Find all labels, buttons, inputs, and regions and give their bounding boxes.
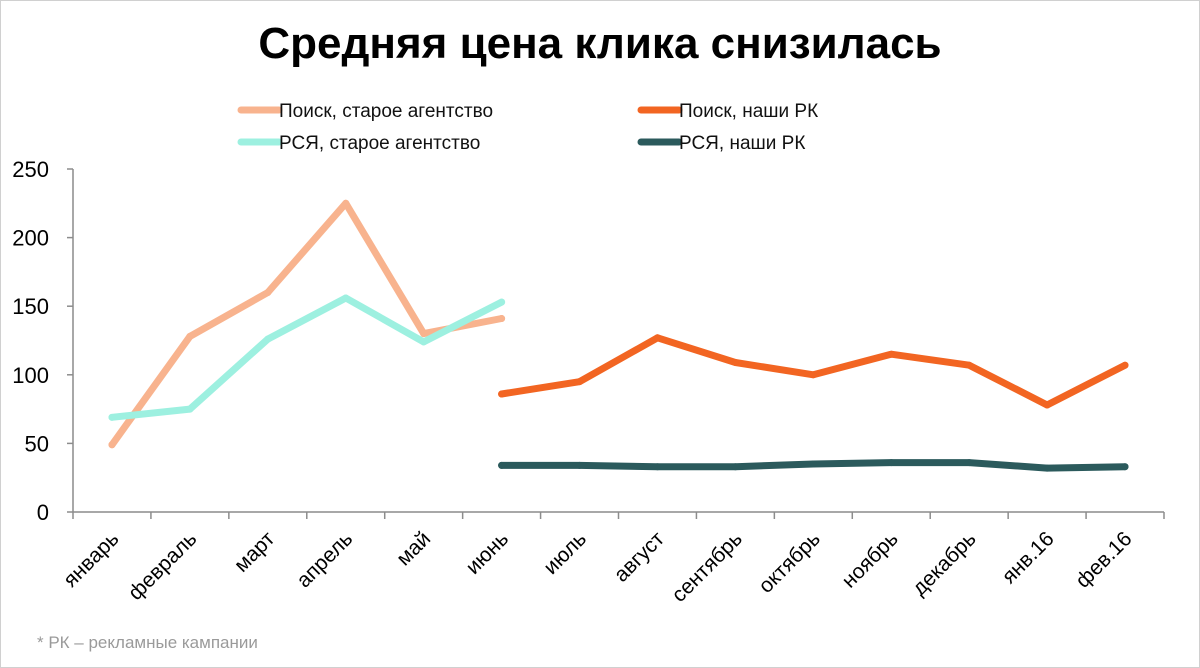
series-point — [1121, 463, 1129, 471]
x-tick-label: июль — [539, 527, 591, 579]
series-point — [420, 338, 428, 346]
series-point — [887, 459, 895, 467]
series-point — [965, 361, 973, 369]
series-point — [1043, 401, 1051, 409]
legend-label: Поиск, старое агентство — [279, 101, 493, 122]
x-tick-label: март — [230, 527, 280, 577]
x-tick-label: октябрь — [754, 527, 825, 598]
x-tick-label: май — [392, 527, 435, 570]
footnote: * РК – рекламные кампании — [37, 633, 258, 652]
x-tick-label: декабрь — [908, 527, 981, 600]
series-point — [186, 332, 194, 340]
x-tick-label: февраль — [124, 527, 202, 605]
series-line — [108, 199, 506, 449]
x-tick-label: август — [610, 527, 670, 587]
x-tick-label: фев.16 — [1071, 527, 1136, 592]
legend-label: РСЯ, наши РК — [679, 133, 805, 154]
x-tick-label: июнь — [462, 527, 514, 579]
series-point — [264, 288, 272, 296]
legend-label: РСЯ, старое агентство — [279, 133, 480, 154]
series-point — [965, 459, 973, 467]
series-point — [342, 294, 350, 302]
series-point — [731, 463, 739, 471]
series-point — [653, 334, 661, 342]
y-tick-label: 50 — [25, 431, 49, 456]
series-point — [264, 335, 272, 343]
x-tick-label: ноябрь — [838, 527, 903, 592]
y-tick-label: 150 — [12, 294, 49, 319]
series-point — [809, 460, 817, 468]
y-tick-label: 100 — [12, 363, 49, 388]
series-point — [498, 298, 506, 306]
series-point — [887, 350, 895, 358]
x-tick-label: сентябрь — [667, 527, 747, 607]
series-point — [186, 405, 194, 413]
x-tick-label: апрель — [292, 527, 357, 592]
series-point — [342, 199, 350, 207]
legend-label: Поиск, наши РК — [679, 101, 818, 122]
series-point — [1121, 361, 1129, 369]
series-point — [498, 390, 506, 398]
series-point — [420, 330, 428, 338]
series-point — [498, 461, 506, 469]
y-tick-label: 0 — [37, 500, 49, 525]
x-tick-label: янв.16 — [998, 527, 1059, 588]
series-point — [576, 378, 584, 386]
series-point — [108, 441, 116, 449]
series-point — [809, 371, 817, 379]
series-point — [576, 461, 584, 469]
x-tick-label: январь — [59, 527, 124, 592]
series-point — [498, 315, 506, 323]
series-point — [731, 358, 739, 366]
chart-title: Средняя цена клика снизилась — [258, 19, 942, 68]
series-line — [108, 294, 506, 421]
y-tick-label: 250 — [12, 157, 49, 182]
series-point — [653, 463, 661, 471]
y-tick-label: 200 — [12, 226, 49, 251]
series-point — [108, 413, 116, 421]
series-point — [1043, 464, 1051, 472]
